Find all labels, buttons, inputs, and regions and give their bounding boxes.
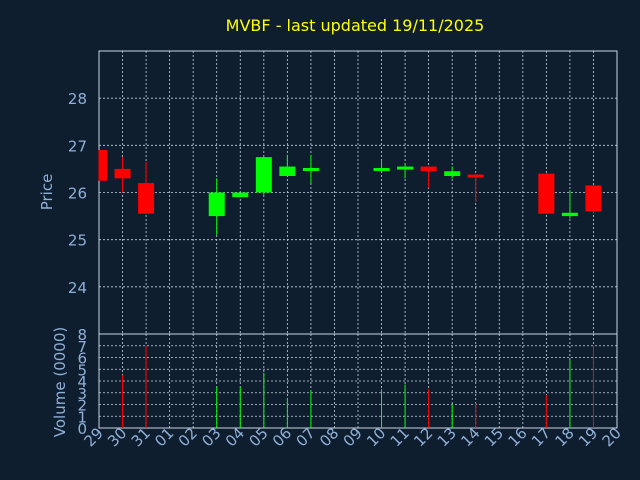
candle-body — [585, 185, 602, 212]
price-tick-label: 26 — [68, 185, 87, 203]
volume-tick-label: 5 — [77, 361, 87, 379]
volume-tick-label: 3 — [77, 385, 87, 403]
price-tick-label: 27 — [68, 137, 87, 155]
volume-tick-label: 6 — [77, 350, 87, 368]
candle-body — [561, 212, 578, 217]
candle-body — [467, 174, 484, 178]
chart-title: MVBF - last updated 19/11/2025 — [226, 16, 485, 35]
candle-body — [444, 171, 461, 176]
candle-body — [138, 183, 155, 214]
volume-tick-label: 7 — [77, 338, 87, 356]
x-axis-label: Day — [334, 460, 362, 476]
candle-body — [373, 167, 390, 171]
volume-tick-label: 0 — [77, 420, 87, 438]
price-tick-label: 25 — [68, 232, 87, 250]
x-axis-ticks: 2930310102030405060708091011121314151617… — [81, 424, 625, 450]
y-axis-label: Price — [38, 174, 56, 211]
price-tick-label: 28 — [68, 90, 87, 108]
candle-body — [397, 166, 414, 170]
candle-body — [279, 166, 296, 176]
candle-body — [255, 157, 272, 193]
volume-axis-label: Volume (0000) — [51, 327, 69, 437]
candle-body — [538, 173, 555, 214]
candle-body — [302, 167, 319, 171]
price-panel: 24 25 26 27 28 — [68, 50, 618, 335]
candle-body — [232, 192, 249, 198]
volume-tick-label: 4 — [77, 373, 87, 391]
volume-tick-label: 8 — [77, 326, 87, 344]
candle-body — [208, 192, 225, 217]
candle-body — [99, 150, 107, 181]
volume-tick-label: 2 — [77, 397, 87, 415]
price-tick-label: 24 — [68, 279, 87, 297]
candle-body — [420, 166, 437, 172]
candle-body — [114, 168, 131, 179]
volume-tick-label: 1 — [77, 408, 87, 426]
